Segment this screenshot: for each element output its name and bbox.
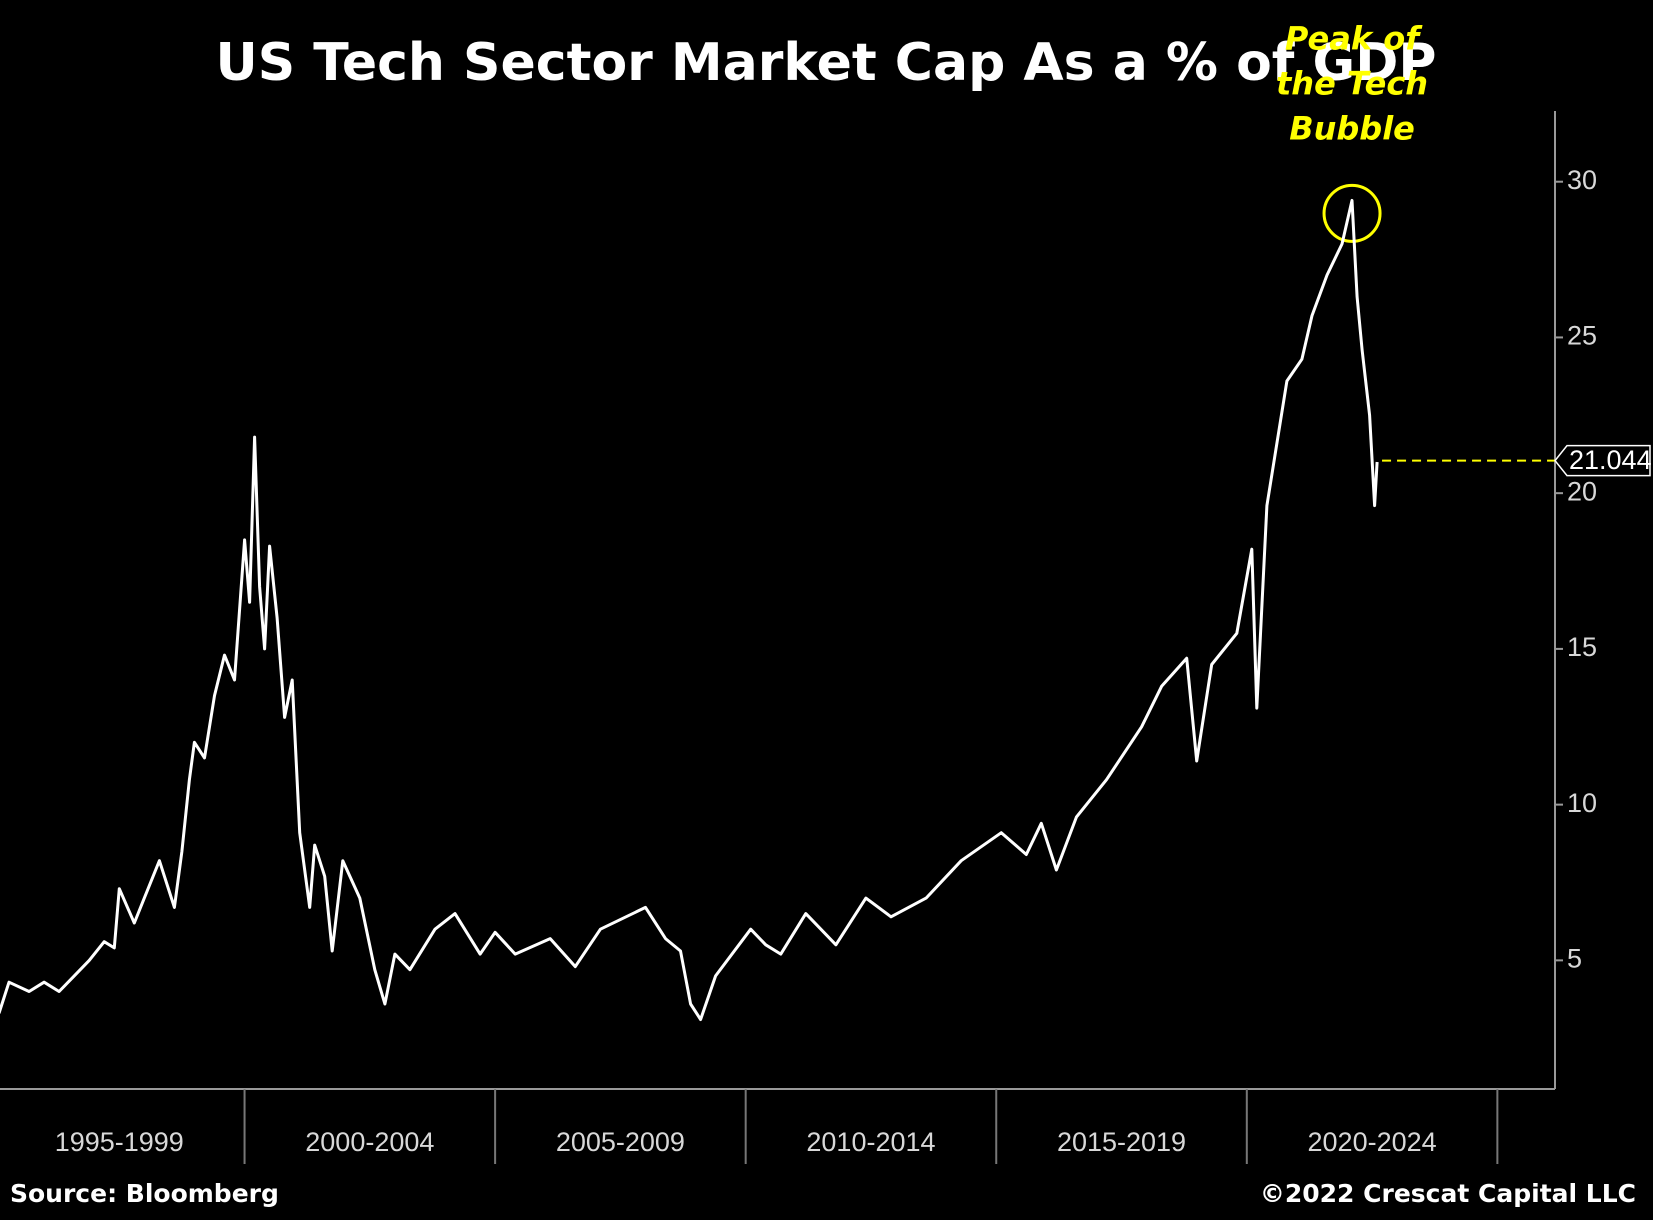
copyright: ©2022 Crescat Capital LLC	[1260, 1179, 1636, 1208]
data-line	[0, 198, 1379, 1021]
y-tick-label: 30	[1567, 165, 1597, 195]
x-period-label: 2005-2009	[556, 1127, 685, 1157]
annotation-text: Bubble	[1289, 109, 1415, 147]
y-tick-label: 20	[1567, 476, 1597, 506]
annotation-text: Peak of	[1285, 19, 1423, 57]
y-tick-label: 15	[1567, 632, 1597, 662]
reference-label: 21.044	[1569, 445, 1652, 475]
y-tick-label: 5	[1567, 943, 1582, 973]
x-period-label: 2000-2004	[305, 1127, 434, 1157]
x-period-label: 2010-2014	[806, 1127, 935, 1157]
reference-flag	[1554, 444, 1651, 477]
x-period-label: 2020-2024	[1308, 1127, 1437, 1157]
annotation-circle	[1322, 183, 1382, 243]
y-tick-label: 25	[1567, 321, 1597, 351]
source: Source: Bloomberg	[10, 1179, 279, 1208]
chart-title: US Tech Sector Market Cap As a % of GDP	[215, 33, 1436, 93]
x-period-label: 2015-2019	[1057, 1127, 1186, 1157]
annotation-text: the Tech	[1276, 64, 1428, 102]
x-period-label: 1995-1999	[55, 1127, 184, 1157]
y-tick-label: 10	[1567, 788, 1597, 818]
